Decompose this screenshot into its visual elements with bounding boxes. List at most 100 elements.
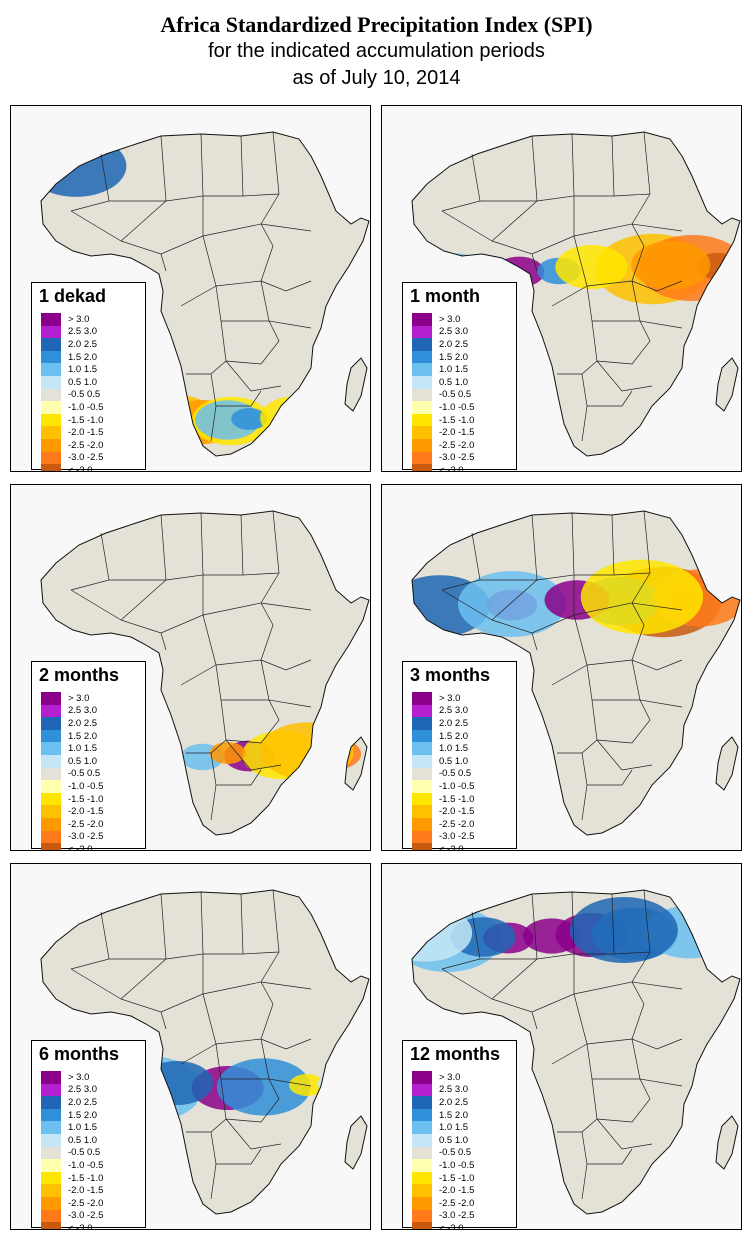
legend-label: -1.0 -0.5 (68, 1159, 104, 1171)
legend-swatch (41, 1083, 61, 1097)
legend-label: < -3.0 (439, 843, 464, 851)
legend-row: -1.0 -0.5 (41, 1159, 103, 1172)
spi-legend: 1 month > 3.0 2.5 3.0 2.0 2.5 1.5 2.0 1.0 1.5… (402, 282, 517, 471)
africa-map (382, 864, 741, 1229)
legend-row: 0.5 1.0 (412, 1133, 474, 1147)
legend-swatch (412, 704, 432, 718)
legend-label: -3.0 -2.5 (68, 452, 104, 464)
legend-label: -0.5 0.5 (68, 768, 101, 780)
legend-row: > 3.0 (412, 692, 474, 705)
legend-swatch (41, 1096, 61, 1109)
accumulation-period-label: 1 month (410, 286, 480, 306)
legend-row: 0.5 1.0 (412, 375, 474, 389)
legend-row: -2.0 -1.5 (412, 426, 474, 439)
legend-swatch (412, 451, 432, 465)
legend-row: 2.0 2.5 (41, 717, 103, 730)
legend-label: 0.5 1.0 (68, 376, 98, 388)
accumulation-period-label: 2 months (39, 665, 120, 685)
legend-label: -2.0 -1.5 (68, 806, 104, 818)
country-borders (441, 889, 683, 1200)
legend-row: 2.5 3.0 (412, 704, 474, 718)
legend-label: 1.0 1.5 (439, 364, 469, 376)
spi-map-panel: 1 dekad > 3.0 2.5 3.0 2.0 2.5 1.5 2.0 1.0 1.5… (10, 105, 371, 472)
legend-row: -2.5 -2.0 (412, 438, 475, 452)
spi-anomaly-region (216, 1058, 311, 1116)
spi-legend: 3 months > 3.0 2.5 3.0 2.0 2.5 1.5 2.0 1.0 1.… (402, 661, 517, 851)
coastline (40, 510, 370, 836)
legend-row: 2.5 3.0 (41, 1083, 103, 1097)
legend-label: -2.5 -2.0 (68, 818, 104, 830)
country-borders (70, 510, 312, 821)
spi-anomaly-region (569, 897, 678, 963)
spi-anomaly-region (631, 240, 711, 290)
legend-row: -2.0 -1.5 (41, 426, 103, 439)
legend-row: -1.5 -1.0 (41, 792, 103, 806)
spi-anomaly-region (231, 408, 268, 430)
legend-label: 1.0 1.5 (68, 364, 98, 376)
legend-label: -2.0 -1.5 (439, 1185, 475, 1197)
legend-swatch (41, 817, 61, 831)
map-title: Africa Standardized Precipitation Index … (160, 12, 593, 37)
legend-row: -2.0 -1.5 (41, 805, 103, 818)
legend-label: -2.0 -1.5 (439, 806, 475, 818)
legend-row: 1.5 2.0 (412, 1108, 474, 1122)
legend-row: -1.5 -1.0 (41, 413, 104, 427)
legend-label: 2.5 3.0 (439, 1084, 469, 1096)
legend-label: 0.5 1.0 (68, 755, 98, 767)
legend-label: 1.5 2.0 (68, 351, 98, 363)
spi-anomaly-region (555, 245, 628, 289)
legend-swatch (412, 805, 432, 818)
spi-map-panel: 3 months > 3.0 2.5 3.0 2.0 2.5 1.5 2.0 1.0 1.… (381, 484, 742, 851)
legend-label: 0.5 1.0 (439, 376, 469, 388)
africa-landmass (41, 890, 369, 1214)
spi-legend: 2 months > 3.0 2.5 3.0 2.0 2.5 1.5 2.0 1.0 1.… (31, 661, 146, 850)
legend-row: < -3.0 (41, 1222, 103, 1229)
legend-row: 1.5 2.0 (412, 729, 474, 743)
legend-label: -1.5 -1.0 (68, 414, 104, 426)
legend-row: -2.5 -2.0 (41, 817, 104, 831)
legend-label: 2.5 3.0 (68, 326, 98, 338)
legend-swatch (412, 729, 432, 743)
legend-row: -0.5 0.5 (41, 388, 103, 402)
legend-swatch (41, 767, 61, 781)
legend-label: -1.5 -1.0 (68, 1172, 104, 1184)
legend-label: -2.5 -2.0 (68, 1197, 104, 1209)
country-borders (441, 131, 683, 442)
legend-swatch (412, 464, 432, 471)
legend-swatch (41, 375, 61, 389)
legend-row: < -3.0 (412, 464, 474, 471)
coastline (411, 889, 741, 1215)
legend-swatch (412, 1121, 432, 1134)
map-subtitle: for the indicated accumulation periods (208, 40, 545, 62)
legend-swatch (412, 438, 432, 452)
legend-label: -2.5 -2.0 (439, 818, 475, 830)
country-borders (441, 510, 683, 821)
legend-row: < -3.0 (412, 843, 474, 851)
legend-row: > 3.0 (412, 313, 474, 326)
legend-label: 2.0 2.5 (68, 1096, 98, 1108)
legend-label: 2.0 2.5 (68, 717, 98, 729)
legend-row: 1.5 2.0 (41, 729, 103, 743)
legend-swatch (412, 692, 432, 705)
legend-swatch (41, 1222, 61, 1229)
legend-swatch (412, 1133, 432, 1147)
legend-label: -2.5 -2.0 (439, 439, 475, 451)
accumulation-period-label: 1 dekad (39, 286, 107, 306)
legend-swatch (41, 451, 61, 465)
legend-label: 2.0 2.5 (439, 717, 469, 729)
legend-row: 0.5 1.0 (41, 754, 103, 768)
legend-swatch (41, 742, 61, 755)
legend-row: > 3.0 (41, 1071, 103, 1084)
legend-label: > 3.0 (68, 313, 90, 325)
legend-swatch (412, 401, 432, 414)
legend-row: -3.0 -2.5 (412, 1209, 474, 1223)
legend-label: 1.5 2.0 (439, 1109, 469, 1121)
legend-row: -1.5 -1.0 (412, 1171, 474, 1185)
legend-swatch (412, 338, 432, 351)
legend-swatch (41, 1146, 61, 1160)
legend-swatch (412, 1196, 432, 1210)
legend-swatch (41, 438, 61, 452)
legend-swatch (41, 426, 61, 439)
spi-map-panel: 12 months > 3.0 2.5 3.0 2.0 2.5 1.5 2.0 1.0 1… (381, 863, 742, 1230)
legend-swatch (412, 1171, 432, 1185)
